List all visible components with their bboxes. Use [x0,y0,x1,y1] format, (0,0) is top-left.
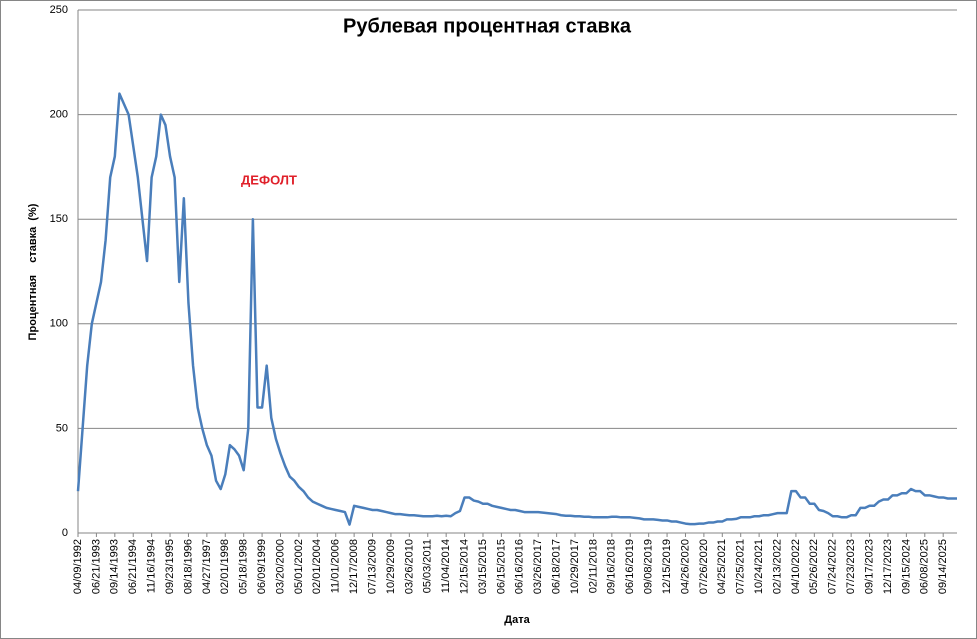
x-tick-label: 12/15/2014 [458,539,470,594]
x-tick-label: 04/25/2021 [716,539,728,594]
x-tick-label: 06/18/2017 [551,539,563,594]
x-tick-label: 09/14/2025 [937,539,949,594]
y-tick-label: 100 [50,318,68,330]
x-tick-label: 09/15/2024 [900,539,912,594]
x-tick-label: 09/14/1993 [109,539,121,594]
x-tick-label: 10/24/2021 [753,539,765,594]
chart-title: Рублевая процентная ставка [343,15,632,37]
x-tick-label: 05/01/2002 [293,539,305,594]
x-tick-label: 11/04/2014 [440,539,452,593]
x-tick-label: 05/18/1998 [238,539,250,594]
x-tick-label: 06/16/2019 [624,539,636,594]
x-tick-label: 09/23/1995 [164,539,176,594]
x-tick-label: 11/16/1994 [146,539,158,593]
x-tick-label: 02/01/2004 [311,539,323,594]
x-tick-label: 07/24/2022 [827,539,839,594]
x-tick-label: 05/26/2022 [808,539,820,594]
y-axis-title: Процентная ставка (%) [27,203,39,340]
x-tick-label: 02/01/1998 [219,539,231,594]
x-tick-label: 12/15/2019 [661,539,673,594]
x-tick-label: 02/13/2022 [771,539,783,594]
x-tick-label: 07/23/2023 [845,539,857,594]
x-tick-label: 08/18/1996 [182,539,194,594]
x-tick-label: 09/17/2023 [863,539,875,594]
x-tick-label: 06/16/2016 [514,539,526,594]
x-tick-label: 03/20/2000 [274,539,286,594]
x-tick-label: 02/11/2018 [587,539,599,593]
x-tick-label: 06/08/2025 [919,539,931,594]
data-line [76,92,957,526]
annotation: ДЕФОЛТ [241,172,297,187]
x-tick-label: 10/29/2009 [385,539,397,594]
x-tick-label: 05/03/2011 [422,539,434,593]
x-tick-label: 04/27/1997 [201,539,213,594]
x-tick-label: 07/13/2009 [366,539,378,594]
x-tick-label: 04/10/2022 [790,539,802,594]
y-tick-label: 200 [50,109,68,121]
y-tick-label: 250 [50,4,68,16]
x-tick-label: 09/16/2018 [606,539,618,594]
x-tick-label: 03/26/2017 [532,539,544,594]
x-tick-label: 03/26/2010 [403,539,415,594]
x-tick-label: 06/15/2015 [495,539,507,594]
x-tick-label: 12/17/2023 [882,539,894,594]
x-tick-label: 04/09/1992 [72,539,84,594]
x-tick-label: 07/26/2020 [698,539,710,594]
x-axis-title: Дата [504,614,530,626]
y-tick-label: 150 [50,213,68,225]
x-tick-label: 11/01/2006 [330,539,342,593]
y-tick-label: 0 [62,527,68,539]
x-tick-label: 06/21/1994 [127,539,139,594]
x-tick-label: 06/09/1999 [256,539,268,594]
x-tick-label: 09/08/2019 [643,539,655,594]
x-tick-label: 06/21/1993 [90,539,102,594]
x-tick-label: 07/25/2021 [735,539,747,594]
x-tick-label: 12/17/2008 [348,539,360,594]
x-tick-label: 10/29/2017 [569,539,581,594]
y-tick-label: 50 [56,422,68,434]
x-tick-label: 04/26/2020 [679,539,691,594]
x-tick-label: 03/15/2015 [477,539,489,594]
